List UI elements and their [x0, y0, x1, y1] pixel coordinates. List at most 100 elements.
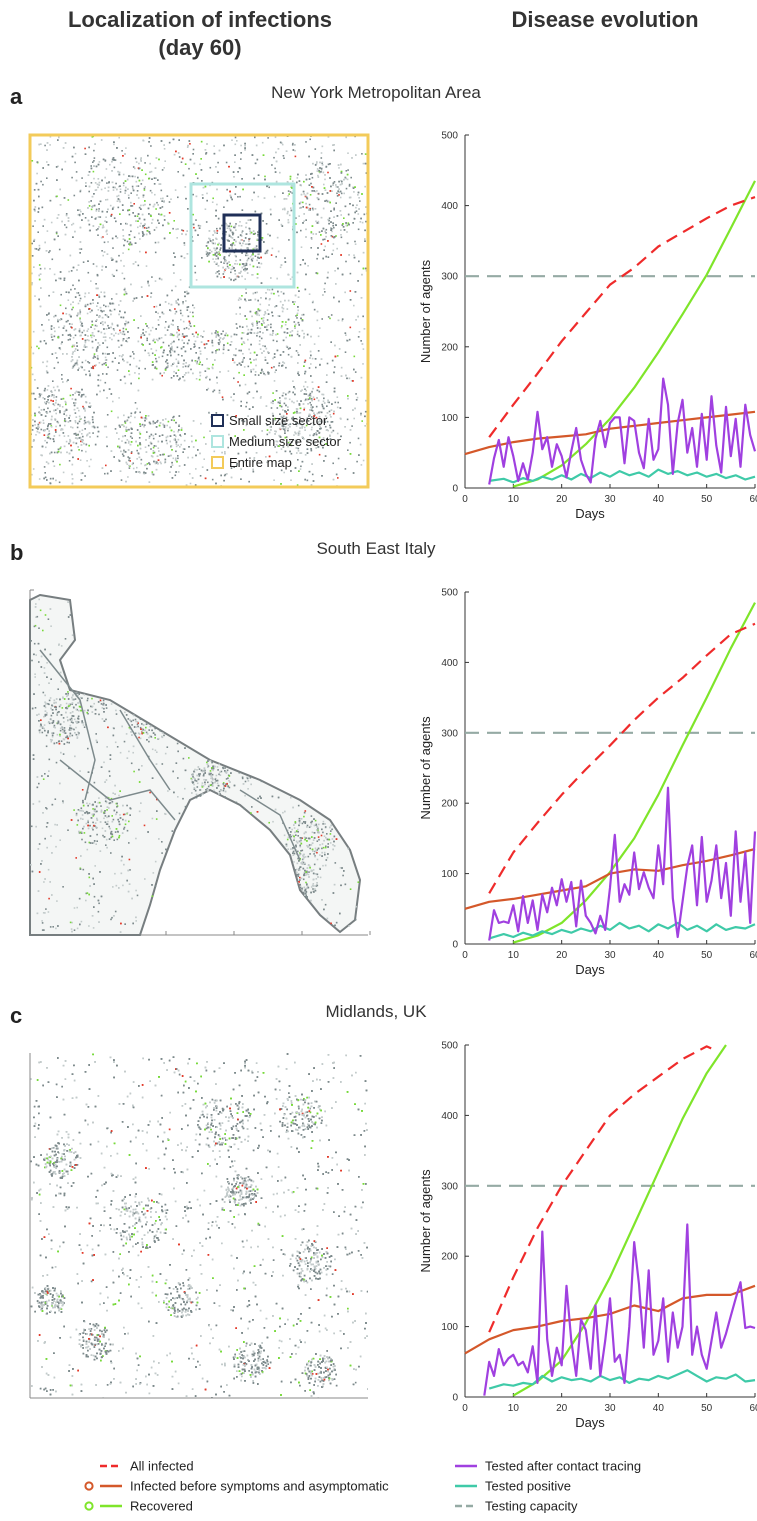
x-axis-label: Days	[575, 1415, 605, 1430]
series-infected-before	[464, 410, 756, 456]
y-tick-label: 500	[441, 1041, 458, 1052]
y-tick-label: 100	[441, 869, 458, 880]
x-tick-label: 60	[749, 1403, 757, 1414]
y-tick-label: 300	[441, 1181, 458, 1192]
x-tick-label: 30	[604, 950, 616, 961]
x-axis-label: Days	[575, 506, 605, 521]
y-tick-label: 200	[441, 1252, 458, 1263]
chart-c: 0 10 20 30 40 50 60 0 100 200 300 400 500 Days Number …	[418, 1041, 757, 1431]
map-legend-label-0: Small size sector	[229, 413, 328, 428]
panel-title-a: New York Metropolitan Area	[271, 83, 481, 102]
x-tick-label: 0	[462, 1403, 468, 1414]
x-tick-label: 20	[556, 950, 568, 961]
series-all-infected	[488, 1045, 717, 1333]
y-axis-label: Number of agents	[418, 259, 433, 363]
panel-letter-b: b	[10, 540, 23, 565]
map-road-1	[59, 759, 176, 821]
series-recovered	[512, 1044, 727, 1397]
x-tick-label: 40	[653, 494, 665, 505]
y-tick-label: 0	[452, 484, 458, 495]
x-tick-label: 50	[701, 1403, 713, 1414]
y-tick-label: 0	[452, 1393, 458, 1404]
map-speckles	[30, 135, 368, 487]
maps-layer: Small size sector Medium size sector Entir…	[28, 133, 371, 1399]
y-tick-label: 100	[441, 413, 458, 424]
map-legend-swatch-0	[211, 414, 224, 427]
map-background	[30, 1053, 368, 1398]
series-all-infected	[488, 196, 756, 438]
chart-a: 0 10 20 30 40 50 60 0 100 200 300 400 500 Days Number …	[418, 131, 757, 522]
chart-b: 0 10 20 30 40 50 60 0 100 200 300 400 500 Days Number …	[418, 588, 757, 978]
legend-marker-infected_before	[84, 1481, 94, 1491]
map-road-2	[119, 709, 171, 791]
y-tick-label: 500	[441, 588, 458, 599]
y-tick-label: 400	[441, 201, 458, 212]
map-legend-label-2: Entire map	[229, 455, 292, 470]
legend-label-infected_before: Infected before symptoms and asymptomati…	[130, 1479, 389, 1494]
x-tick-label: 0	[462, 950, 468, 961]
map-legend-swatch-2	[211, 456, 224, 469]
x-tick-label: 0	[462, 494, 468, 505]
heading-disease-evolution: Disease evolution	[511, 7, 699, 32]
legend-label-tested_pos: Tested positive	[485, 1479, 571, 1494]
medium-sector-frame	[189, 182, 296, 289]
x-tick-label: 20	[556, 1403, 568, 1414]
map-legend-label-1: Medium size sector	[229, 434, 342, 449]
y-tick-label: 0	[452, 940, 458, 951]
small-sector-frame	[222, 213, 262, 253]
x-tick-label: 30	[604, 1403, 616, 1414]
series-recovered	[512, 180, 756, 488]
entire-map-frame	[28, 133, 370, 489]
x-tick-label: 40	[653, 950, 665, 961]
series-tested-ct	[488, 377, 757, 485]
map-background	[30, 135, 368, 487]
map-road-3	[239, 789, 301, 861]
bottom-legend: All infected Infected before symptoms and…	[84, 1459, 641, 1514]
legend-label-capacity: Testing capacity	[485, 1499, 578, 1514]
series-tested-pos	[488, 921, 756, 940]
y-tick-label: 400	[441, 658, 458, 669]
y-tick-label: 500	[441, 131, 458, 142]
x-tick-label: 10	[508, 950, 520, 961]
map-road-0	[39, 649, 96, 801]
map-midlands	[29, 1053, 368, 1399]
map-landmass	[29, 593, 362, 936]
y-tick-label: 300	[441, 272, 458, 283]
x-axis-label: Days	[575, 962, 605, 977]
x-tick-label: 30	[604, 494, 616, 505]
x-tick-label: 60	[749, 494, 757, 505]
series-all-infected	[488, 622, 756, 894]
y-axis-label: Number of agents	[418, 716, 433, 820]
legend-label-tested_ct: Tested after contact tracing	[485, 1459, 641, 1474]
y-tick-label: 200	[441, 799, 458, 810]
legend-label-all_infected: All infected	[130, 1459, 194, 1474]
map-speckles	[30, 1053, 368, 1398]
x-tick-label: 10	[508, 1403, 520, 1414]
map-south-east-italy	[29, 589, 371, 936]
y-tick-label: 200	[441, 342, 458, 353]
map-new-york: Small size sector Medium size sector Entir…	[28, 133, 370, 489]
series-infected-before	[464, 1284, 756, 1355]
x-tick-label: 50	[701, 950, 713, 961]
series-tested-ct	[483, 1223, 756, 1396]
series-tested-pos	[489, 468, 756, 484]
heading-localization: Localization of infections (day 60)	[67, 7, 332, 60]
panel-letter-a: a	[10, 84, 23, 109]
map-legend-swatch-1	[211, 435, 224, 448]
y-tick-label: 100	[441, 1322, 458, 1333]
legend-label-recovered: Recovered	[130, 1499, 193, 1514]
panel-title-b: South East Italy	[316, 539, 436, 558]
panel-letter-c: c	[10, 1003, 22, 1028]
charts-layer: a New York Metropolitan Area b South East I…	[10, 83, 757, 1430]
x-tick-label: 20	[556, 494, 568, 505]
series-infected-before	[464, 847, 756, 910]
series-recovered	[512, 602, 756, 944]
legend-marker-recovered	[84, 1501, 94, 1511]
x-tick-label: 10	[508, 494, 520, 505]
series-tested-ct	[488, 786, 757, 941]
x-tick-label: 50	[701, 494, 713, 505]
x-tick-label: 60	[749, 950, 757, 961]
x-tick-label: 40	[653, 1403, 665, 1414]
y-axis-label: Number of agents	[418, 1169, 433, 1273]
